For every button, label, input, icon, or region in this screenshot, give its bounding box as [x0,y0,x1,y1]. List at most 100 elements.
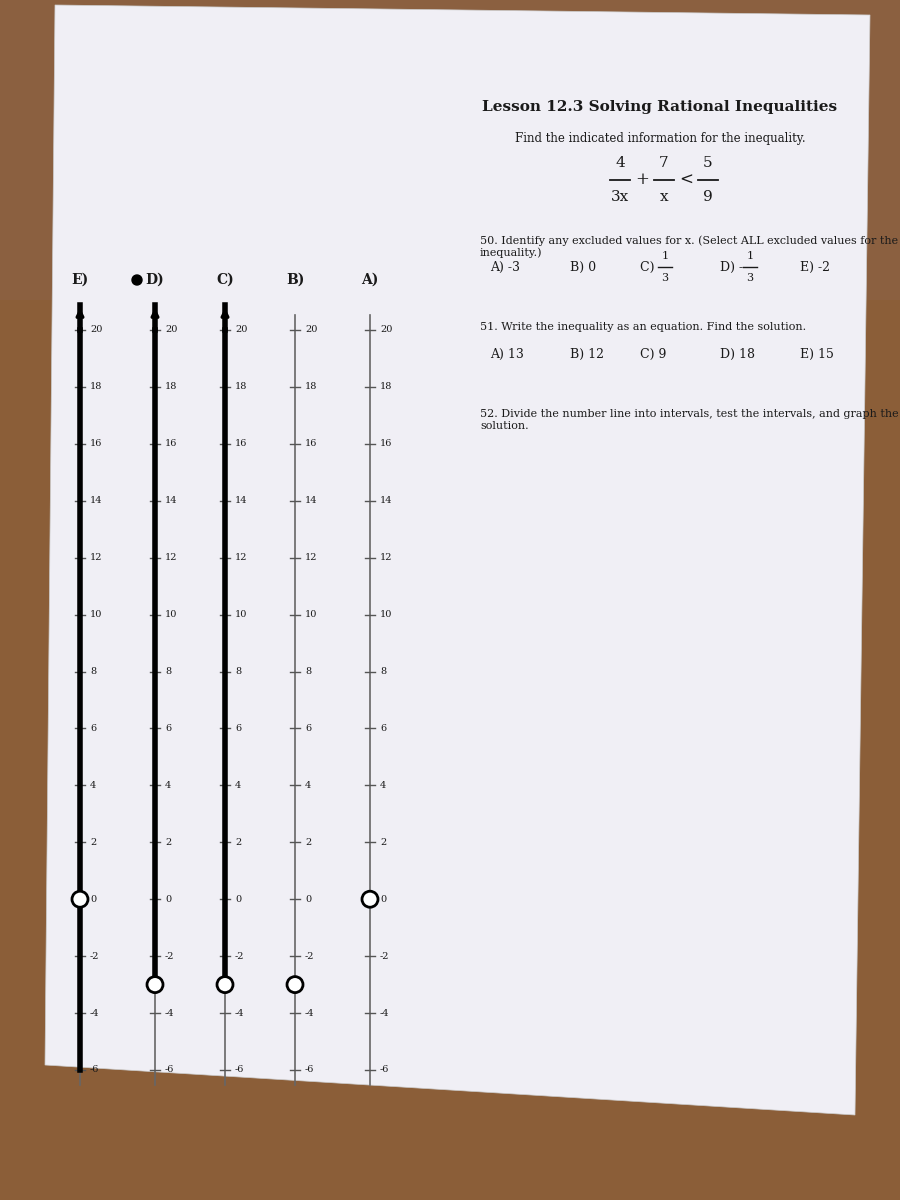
Text: 0: 0 [380,895,386,904]
Text: -6: -6 [305,1066,314,1074]
Text: 16: 16 [165,439,177,449]
Text: D) 18: D) 18 [720,348,755,360]
Text: 4: 4 [615,156,625,170]
Text: 12: 12 [380,553,392,562]
Text: 16: 16 [380,439,392,449]
Polygon shape [45,5,870,1115]
Text: B) 0: B) 0 [570,260,596,274]
Text: 50. Identify any excluded values for x. (Select ALL excluded values for the ineq: 50. Identify any excluded values for x. … [480,235,898,258]
Text: 14: 14 [165,497,177,505]
Text: 18: 18 [305,383,318,391]
Text: -6: -6 [380,1066,390,1074]
Text: 8: 8 [90,667,96,676]
Text: 12: 12 [235,553,248,562]
Text: -6: -6 [165,1066,175,1074]
Text: 10: 10 [235,610,248,619]
Circle shape [72,892,88,907]
Text: 4: 4 [305,781,311,790]
Text: -4: -4 [380,1008,390,1018]
Text: -6: -6 [90,1066,99,1074]
Text: 51. Write the inequality as an equation. Find the solution.: 51. Write the inequality as an equation.… [480,322,806,332]
Text: 14: 14 [235,497,248,505]
Text: 0: 0 [90,895,96,904]
Text: 18: 18 [165,383,177,391]
Text: B): B) [286,272,304,287]
Text: 6: 6 [305,724,311,733]
Text: 0: 0 [165,895,171,904]
Circle shape [287,977,303,992]
Text: 16: 16 [305,439,318,449]
Text: 2: 2 [165,838,171,847]
Text: 52. Divide the number line into intervals, test the intervals, and graph the sol: 52. Divide the number line into interval… [480,409,898,431]
Text: 6: 6 [235,724,241,733]
Text: -4: -4 [305,1008,314,1018]
Text: 20: 20 [235,325,248,335]
Text: <: < [679,172,693,188]
Text: 2: 2 [235,838,241,847]
Text: 18: 18 [90,383,103,391]
Text: 16: 16 [235,439,248,449]
Text: Find the indicated information for the inequality.: Find the indicated information for the i… [515,132,806,145]
Text: 8: 8 [235,667,241,676]
Text: A): A) [361,272,379,287]
Text: 3: 3 [746,272,753,283]
Text: -4: -4 [90,1008,100,1018]
Text: E) 15: E) 15 [800,348,834,360]
Text: 20: 20 [380,325,392,335]
Text: 10: 10 [305,610,318,619]
Text: 0: 0 [235,895,241,904]
Text: 4: 4 [380,781,386,790]
Text: +: + [635,172,649,188]
Text: 10: 10 [380,610,392,619]
Circle shape [362,892,378,907]
Text: D): D) [146,272,165,287]
Text: -6: -6 [235,1066,245,1074]
Text: -4: -4 [165,1008,175,1018]
Bar [0,300,900,1200]
Text: 6: 6 [90,724,96,733]
Text: 4: 4 [235,781,241,790]
Circle shape [147,977,163,992]
Text: 14: 14 [380,497,392,505]
Text: 12: 12 [305,553,318,562]
Text: 12: 12 [165,553,177,562]
Text: 18: 18 [235,383,248,391]
Text: 14: 14 [90,497,103,505]
Text: 7: 7 [659,156,669,170]
Text: 10: 10 [165,610,177,619]
Text: 20: 20 [305,325,318,335]
Text: 12: 12 [90,553,103,562]
Text: 2: 2 [305,838,311,847]
Text: C): C) [216,272,234,287]
Text: -4: -4 [235,1008,245,1018]
Text: -2: -2 [380,952,390,961]
Text: 6: 6 [165,724,171,733]
Text: -2: -2 [235,952,245,961]
Text: 3x: 3x [611,190,629,204]
Text: C): C) [640,260,659,274]
Text: 5: 5 [703,156,713,170]
Text: 4: 4 [165,781,171,790]
Text: 4: 4 [90,781,96,790]
Text: -2: -2 [90,952,100,961]
Text: E) -2: E) -2 [800,260,830,274]
Text: A) -3: A) -3 [490,260,520,274]
Text: -2: -2 [165,952,175,961]
Circle shape [217,977,233,992]
Text: 8: 8 [165,667,171,676]
Text: A) 13: A) 13 [490,348,524,360]
Text: 1: 1 [746,251,753,260]
Text: 8: 8 [305,667,311,676]
Text: 2: 2 [380,838,386,847]
Text: B) 12: B) 12 [570,348,604,360]
Text: x: x [660,190,669,204]
Text: 8: 8 [380,667,386,676]
Text: 20: 20 [90,325,103,335]
Text: -2: -2 [305,952,314,961]
Text: 0: 0 [305,895,311,904]
Text: 16: 16 [90,439,103,449]
Text: 20: 20 [165,325,177,335]
Text: D) -: D) - [720,260,743,274]
Bar [0,0,900,300]
Text: 10: 10 [90,610,103,619]
